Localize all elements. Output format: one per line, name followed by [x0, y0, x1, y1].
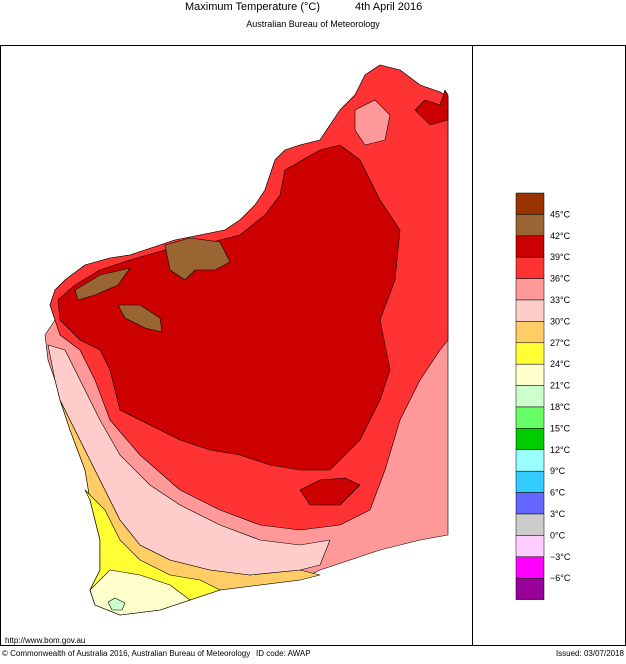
legend-swatch: [515, 235, 545, 258]
legend-swatch: [515, 449, 545, 472]
legend-swatch: [515, 428, 545, 451]
legend-swatch: [515, 513, 545, 536]
legend-label: 12°C: [550, 445, 571, 455]
legend-swatch: [515, 299, 545, 322]
legend-label: 3°C: [550, 509, 566, 519]
legend-swatch: [515, 192, 545, 215]
legend-swatch: [515, 406, 545, 429]
footer-url: http://www.bom.gov.au: [5, 636, 85, 645]
legend-label: 21°C: [550, 381, 571, 391]
footer-copyright: © Commonwealth of Australia 2016, Austra…: [2, 649, 250, 658]
legend-label: 33°C: [550, 295, 571, 305]
legend-label: 36°C: [550, 274, 571, 284]
legend-swatch: [515, 214, 545, 237]
legend-label: 42°C: [550, 231, 571, 241]
legend-label: −3°C: [550, 552, 571, 562]
title: Maximum Temperature (°C): [185, 1, 320, 13]
legend-label: 30°C: [550, 316, 571, 326]
legend-label: −6°C: [550, 573, 571, 583]
legend-label: 45°C: [550, 209, 571, 219]
legend-swatch: [515, 577, 545, 600]
legend-label: 27°C: [550, 338, 571, 348]
map: [44, 64, 449, 616]
legend-swatch: [515, 385, 545, 408]
date: 4th April 2016: [355, 1, 422, 13]
legend-label: 18°C: [550, 402, 571, 412]
legend-label: 15°C: [550, 423, 571, 433]
legend-label: 39°C: [550, 252, 571, 262]
legend: 45°C 42°C 39°C 36°C 33°C 30°C 27°C 24°C 21°C 18°C…: [515, 192, 571, 600]
legend-swatch: [515, 492, 545, 515]
footer-id: ID code: AWAP: [256, 649, 311, 658]
footer-issued: Issued: 03/07/2018: [556, 649, 625, 658]
legend-label: 9°C: [550, 466, 566, 476]
legend-swatch: [515, 535, 545, 558]
legend-swatch: [515, 278, 545, 301]
legend-swatch: [515, 321, 545, 344]
legend-label: 0°C: [550, 530, 566, 540]
legend-swatch: [515, 470, 545, 493]
subtitle: Australian Bureau of Meteorology: [246, 19, 380, 29]
legend-swatch: [515, 363, 545, 386]
legend-label: 6°C: [550, 488, 566, 498]
legend-label: 24°C: [550, 359, 571, 369]
legend-swatch: [515, 556, 545, 579]
legend-swatch: [515, 342, 545, 365]
legend-swatch: [515, 256, 545, 279]
